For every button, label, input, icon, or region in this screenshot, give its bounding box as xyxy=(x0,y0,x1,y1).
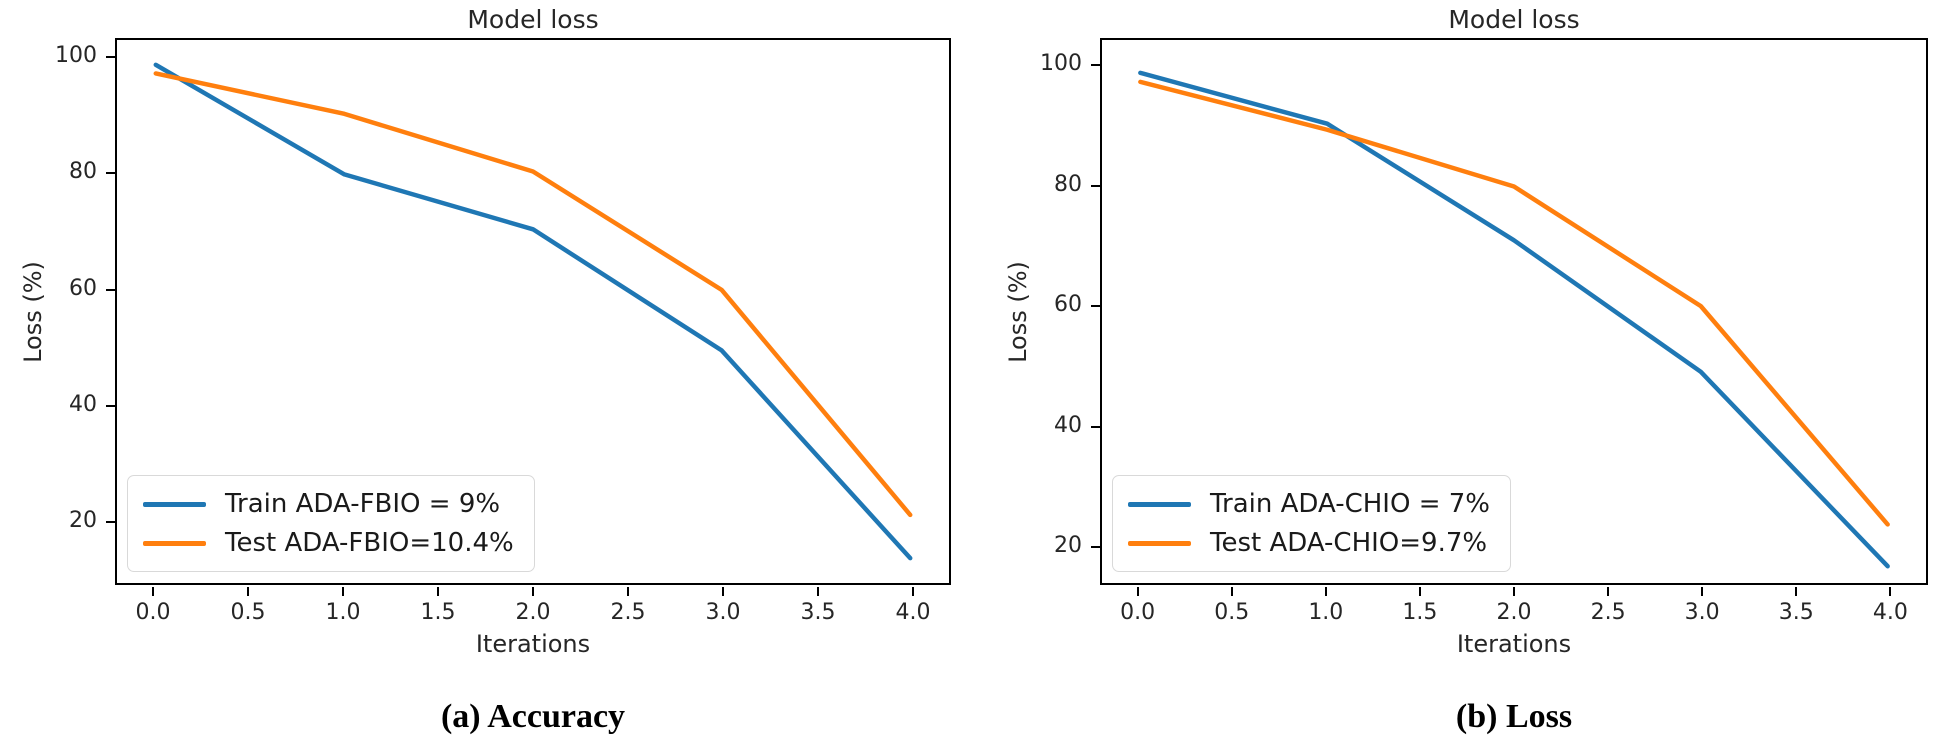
x-tick-label: 2.5 xyxy=(1590,600,1626,625)
x-tick-mark xyxy=(532,587,534,596)
x-tick-mark xyxy=(1889,587,1892,596)
legend-item-test: Test ADA-FBIO=10.4% xyxy=(143,528,514,558)
x-tick-mark xyxy=(342,587,344,596)
y-tick-label: 20 xyxy=(1054,533,1082,559)
y-tick-mark xyxy=(1091,184,1100,187)
y-tick-mark xyxy=(1091,64,1100,67)
y-tick-mark xyxy=(1091,546,1100,549)
x-tick-label: 2.5 xyxy=(610,600,646,625)
x-tick-label: 2.0 xyxy=(515,600,551,625)
plot-area: Train ADA-FBIO = 9% Test ADA-FBIO=10.4% xyxy=(115,38,951,585)
x-tick-label: 4.0 xyxy=(895,600,931,625)
x-tick-label: 1.0 xyxy=(1308,600,1344,625)
train-line-swatch xyxy=(1128,501,1191,507)
y-tick-label: 60 xyxy=(1054,292,1082,318)
legend-item-test: Test ADA-CHIO=9.7% xyxy=(1128,528,1490,558)
x-axis-label: Iterations xyxy=(1456,630,1572,658)
line-chart xyxy=(153,62,913,561)
y-tick-label: 100 xyxy=(55,43,97,69)
x-tick-label: 3.0 xyxy=(705,600,741,625)
y-tick-label: 20 xyxy=(69,508,97,534)
x-tick-label: 1.5 xyxy=(1402,600,1438,625)
x-tick-mark xyxy=(627,587,629,596)
y-tick-mark xyxy=(1091,425,1100,428)
legend-label: Train ADA-CHIO = 7% xyxy=(1210,489,1490,519)
series-line-train xyxy=(153,62,913,561)
x-tick-label: 4.0 xyxy=(1872,600,1908,625)
x-tick-mark xyxy=(1701,587,1704,596)
test-line-swatch xyxy=(143,540,206,546)
x-tick-label: 0.5 xyxy=(230,600,266,625)
line-chart xyxy=(1138,70,1890,569)
x-tick-label: 2.0 xyxy=(1496,600,1532,625)
series-line-test xyxy=(1138,79,1890,527)
x-axis-label: Iterations xyxy=(475,630,591,658)
x-tick-mark xyxy=(437,587,439,596)
legend-item-train: Train ADA-FBIO = 9% xyxy=(143,489,514,519)
x-tick-label: 1.0 xyxy=(325,600,361,625)
y-tick-label: 80 xyxy=(69,159,97,185)
series-line-train xyxy=(1138,70,1890,569)
x-tick-mark xyxy=(1230,587,1233,596)
legend-label: Train ADA-FBIO = 9% xyxy=(225,489,501,519)
x-tick-mark xyxy=(152,587,154,596)
y-tick-label: 40 xyxy=(1054,412,1082,438)
x-tick-mark xyxy=(912,587,914,596)
x-tick-mark xyxy=(1607,587,1610,596)
train-line-swatch xyxy=(143,501,206,507)
y-tick-mark xyxy=(106,56,115,59)
x-tick-mark xyxy=(722,587,724,596)
test-line-swatch xyxy=(1128,540,1191,546)
x-tick-label: 1.5 xyxy=(420,600,456,625)
x-tick-mark xyxy=(1513,587,1515,596)
x-tick-mark xyxy=(1795,587,1798,596)
chart-title: Model loss xyxy=(1448,5,1580,34)
y-tick-mark xyxy=(106,288,115,291)
x-tick-mark xyxy=(1136,587,1139,596)
plot-area: Train ADA-CHIO = 7% Test ADA-CHIO=9.7% xyxy=(1100,38,1928,585)
legend: Train ADA-CHIO = 7% Test ADA-CHIO=9.7% xyxy=(1112,475,1511,572)
y-tick-label: 100 xyxy=(1040,51,1082,77)
chart-title: Model loss xyxy=(467,5,599,34)
y-tick-mark xyxy=(106,172,115,175)
y-tick-mark xyxy=(106,404,115,407)
legend-label: Test ADA-FBIO=10.4% xyxy=(225,528,514,558)
x-tick-label: 3.5 xyxy=(1778,600,1814,625)
y-tick-label: 40 xyxy=(69,391,97,417)
x-tick-label: 0.0 xyxy=(1120,600,1156,625)
y-tick-mark xyxy=(106,521,115,524)
figure-caption: (a) Accuracy xyxy=(440,698,626,735)
x-tick-mark xyxy=(1324,587,1327,596)
legend-item-train: Train ADA-CHIO = 7% xyxy=(1128,489,1490,519)
x-tick-mark xyxy=(247,587,249,596)
y-tick-label: 80 xyxy=(1054,171,1082,197)
x-tick-mark xyxy=(817,587,819,596)
series-line-test xyxy=(153,71,913,518)
x-tick-label: 3.5 xyxy=(800,600,836,625)
x-tick-label: 3.0 xyxy=(1684,600,1720,625)
y-tick-label: 60 xyxy=(69,275,97,301)
x-tick-label: 0.0 xyxy=(135,600,171,625)
figure-caption: (b) Loss xyxy=(1455,698,1573,735)
y-tick-mark xyxy=(1091,305,1100,308)
x-tick-label: 0.5 xyxy=(1214,600,1250,625)
x-tick-mark xyxy=(1418,587,1421,596)
legend: Train ADA-FBIO = 9% Test ADA-FBIO=10.4% xyxy=(127,475,535,572)
legend-label: Test ADA-CHIO=9.7% xyxy=(1210,528,1488,558)
